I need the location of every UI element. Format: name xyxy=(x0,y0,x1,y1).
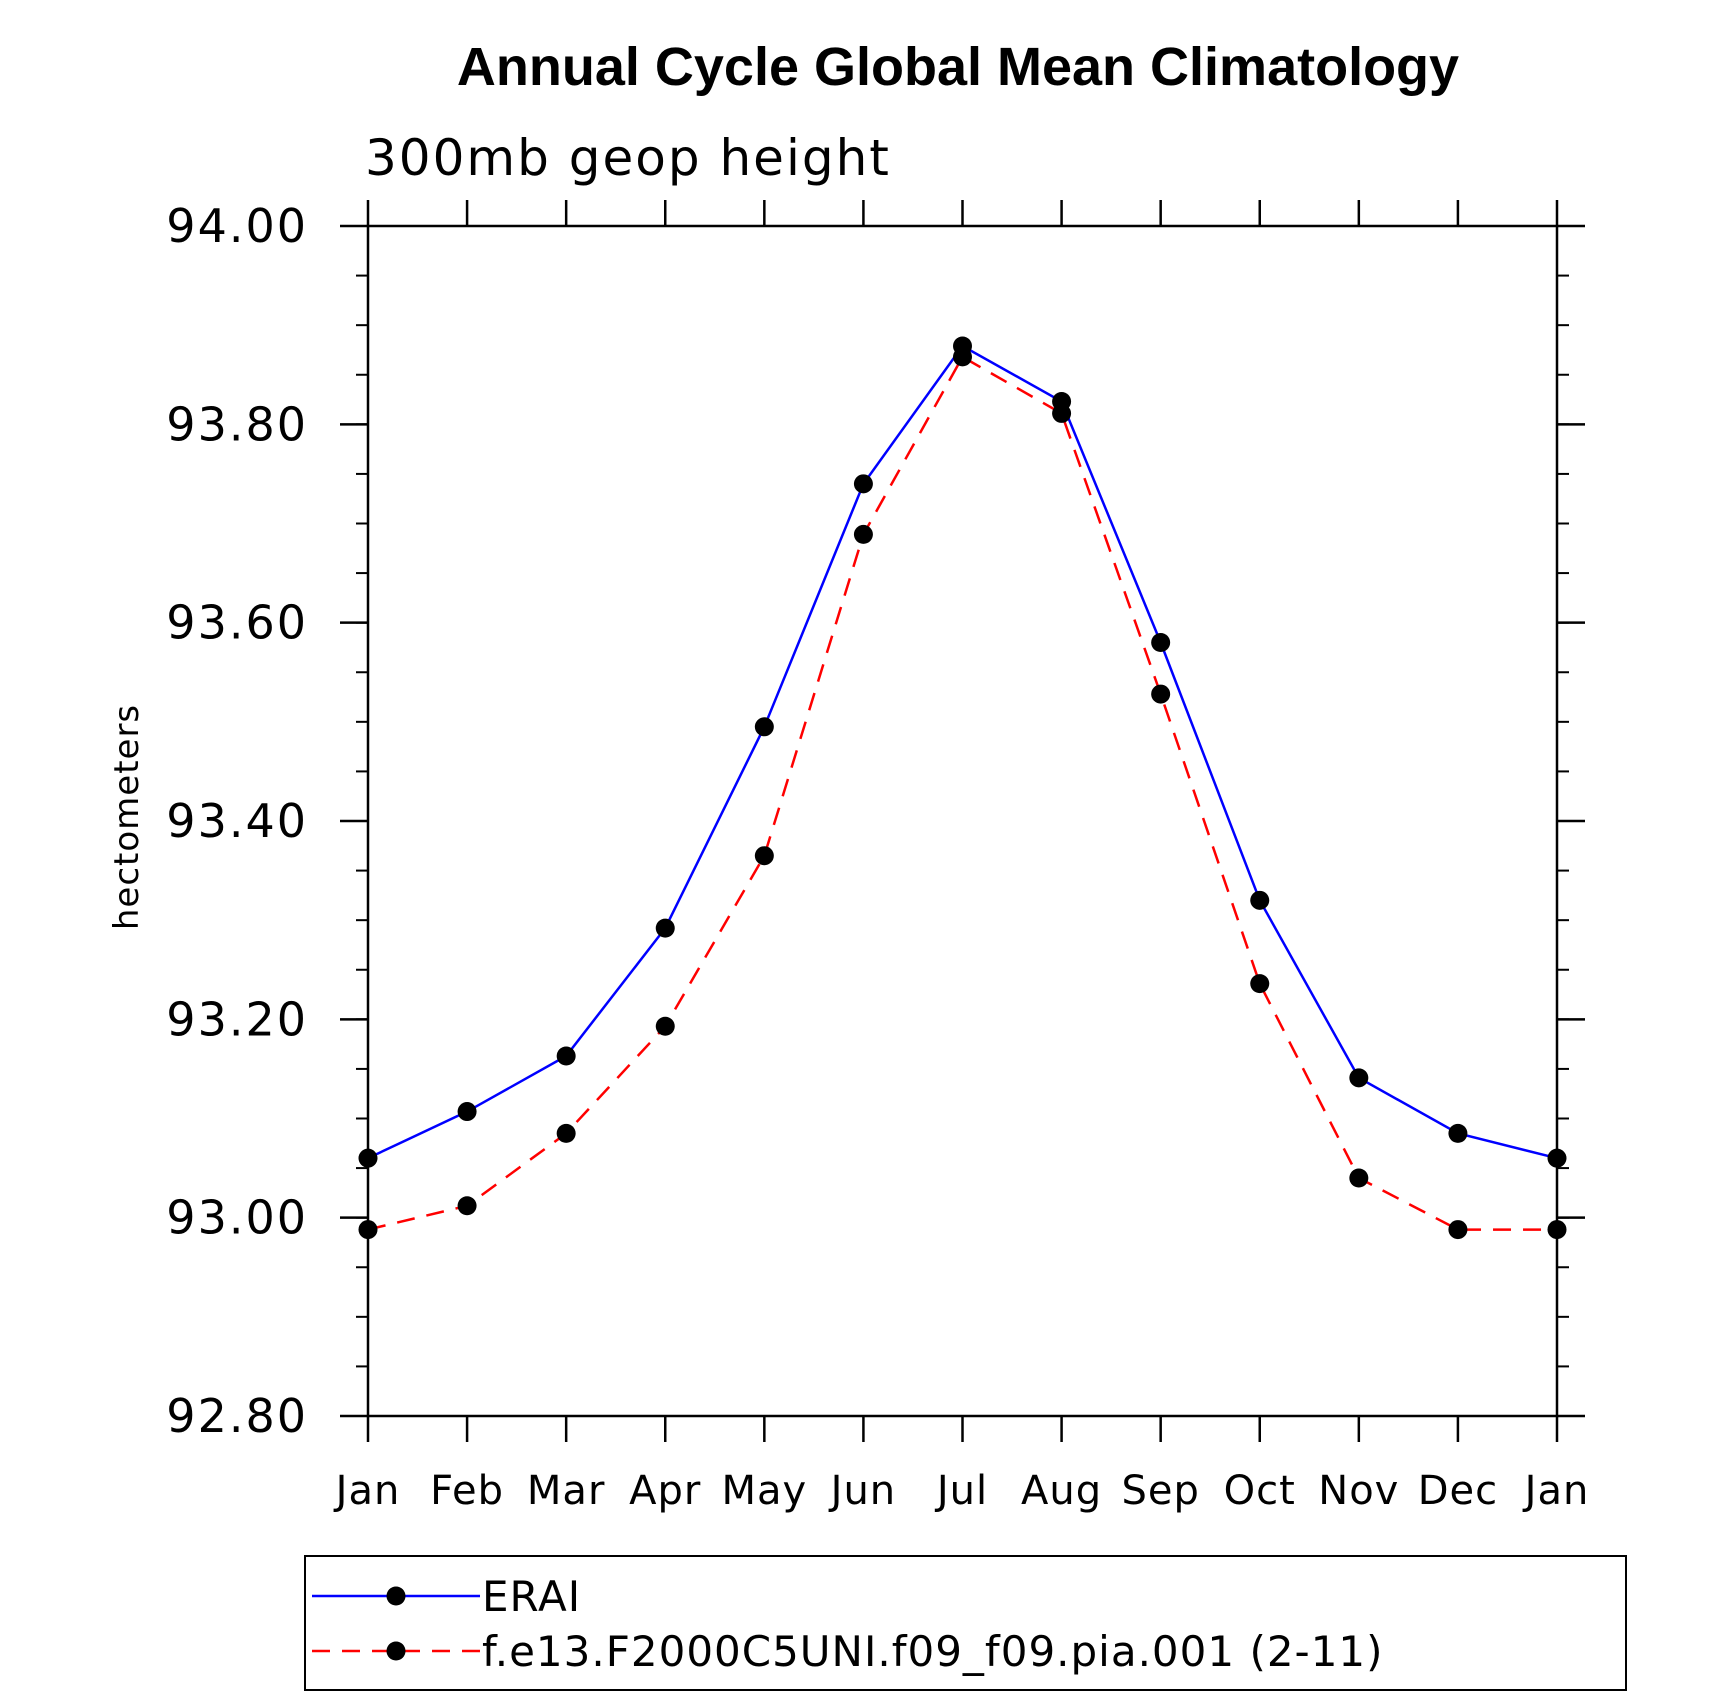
x-tick-label: May xyxy=(721,1468,807,1514)
y-tick-label: 94.00 xyxy=(166,199,308,253)
series-1-point xyxy=(655,918,675,938)
legend: ERAI f.e13.F2000C5UNI.f09_f09.pia.001 (2-… xyxy=(304,1555,1627,1691)
series-1-point xyxy=(1250,890,1270,910)
x-tick-label: Oct xyxy=(1224,1468,1296,1514)
series-1-point xyxy=(556,1046,576,1066)
series-2-point xyxy=(1547,1220,1567,1240)
x-tick-label: Jan xyxy=(1522,1468,1590,1514)
series-1-point xyxy=(1349,1068,1369,1088)
series-1-point xyxy=(1547,1148,1567,1168)
y-tick-label: 93.60 xyxy=(166,596,308,650)
x-tick-label: Nov xyxy=(1318,1468,1399,1514)
series-2-point xyxy=(1349,1168,1369,1188)
x-tick-label: Apr xyxy=(629,1468,701,1514)
series-2-point xyxy=(1448,1220,1468,1240)
x-tick-label: Mar xyxy=(527,1468,605,1514)
plot-series xyxy=(358,336,1567,1240)
series-line-2 xyxy=(367,355,1557,1231)
legend-label-2: f.e13.F2000C5UNI.f09_f09.pia.001 (2-11) xyxy=(482,1627,1384,1676)
series-1-point xyxy=(1448,1123,1468,1143)
y-axis-label: hectometers xyxy=(107,704,147,930)
x-tick-label: Dec xyxy=(1418,1468,1498,1514)
legend-box xyxy=(304,1555,1627,1691)
series-2-point xyxy=(754,846,774,866)
legend-marker-2 xyxy=(386,1641,406,1661)
legend-marker-1 xyxy=(386,1586,406,1606)
x-tick-label: Jan xyxy=(333,1468,401,1514)
y-tick-label: 93.40 xyxy=(166,794,308,848)
x-tick-label: Feb xyxy=(430,1468,504,1514)
series-2-point xyxy=(1250,974,1270,994)
axes: Jan Feb Mar Apr May Jun Jul Aug Sep Oct Nov Dec Jan 9… xyxy=(166,199,1590,1514)
series-1-point xyxy=(754,717,774,737)
y-tick-label: 92.80 xyxy=(166,1389,308,1443)
series-1-point xyxy=(457,1102,477,1122)
series-2-point xyxy=(1052,403,1072,423)
series-2-point xyxy=(358,1220,378,1240)
plot-frame xyxy=(366,224,1559,1418)
series-2-point xyxy=(953,347,972,367)
legend-label-1: ERAI xyxy=(482,1572,581,1621)
chart-title: Annual Cycle Global Mean Climatology xyxy=(457,37,1459,97)
series-1-point xyxy=(853,474,873,494)
series-2-point xyxy=(556,1123,576,1143)
series-1-point xyxy=(1151,633,1171,652)
series-line-1 xyxy=(367,344,1558,1160)
chart-subtitle: 300mb geop height xyxy=(365,129,891,187)
y-tick-label: 93.20 xyxy=(166,992,308,1046)
x-tick-label: Aug xyxy=(1021,1468,1102,1514)
x-tick-label: Sep xyxy=(1121,1468,1199,1514)
series-1-point xyxy=(358,1148,378,1168)
y-tick-label: 93.80 xyxy=(166,397,308,451)
series-2-point xyxy=(853,524,873,544)
x-tick-label: Jul xyxy=(934,1468,988,1514)
series-2-point xyxy=(1151,684,1171,704)
y-tick-label: 93.00 xyxy=(166,1191,308,1245)
x-tick-label: Jun xyxy=(828,1468,897,1514)
series-2-point xyxy=(655,1016,675,1036)
series-2-point xyxy=(457,1196,477,1216)
